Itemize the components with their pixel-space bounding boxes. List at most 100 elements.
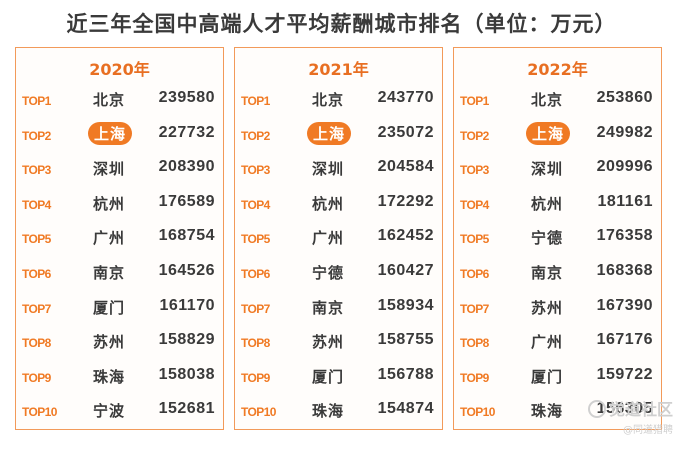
- city-name-highlighted: 上海: [88, 121, 133, 145]
- year-panel-2021: 2021年 TOP1 北京 243770 TOP2 上海 235072 TOP3 深圳 2045…: [234, 47, 443, 430]
- table-row: TOP9 厦门 156788: [235, 362, 442, 396]
- salary-value: 249982: [596, 123, 653, 141]
- city-name: 南京: [531, 264, 564, 282]
- salary-value: 158934: [377, 296, 434, 314]
- table-row: TOP4 杭州 176589: [16, 189, 223, 223]
- city-name: 杭州: [531, 194, 564, 213]
- city-name: 北京: [312, 91, 345, 109]
- rank-label: TOP7: [460, 301, 489, 316]
- salary-value: 204584: [377, 158, 434, 176]
- table-row: TOP10 宁波 152681: [16, 396, 223, 430]
- table-row: TOP3 深圳 209996: [454, 154, 661, 188]
- city-name: 厦门: [93, 298, 126, 317]
- rank-label: TOP7: [241, 301, 270, 316]
- table-row: TOP1 北京 243770: [235, 85, 442, 119]
- table-row: TOP8 苏州 158829: [16, 327, 223, 361]
- salary-value: 239580: [158, 89, 215, 106]
- salary-value: 208390: [158, 158, 215, 176]
- watermark-logo: 觉道社区: [587, 396, 673, 420]
- rank-label: TOP6: [22, 267, 51, 281]
- table-row: TOP7 厦门 161170: [16, 293, 223, 327]
- city-name: 南京: [93, 264, 126, 282]
- rank-label: TOP3: [460, 163, 489, 178]
- year-panel-2022: 2022年 TOP1 北京 253860 TOP2 上海 249982 TOP3 深圳 2099…: [453, 47, 662, 430]
- city-name: 厦门: [312, 367, 345, 386]
- salary-value: 156305: [596, 400, 653, 418]
- city-name-highlighted: 上海: [307, 121, 352, 145]
- rank-label: TOP1: [241, 94, 270, 108]
- salary-value: 235072: [377, 123, 434, 141]
- year-panel-2020: 2020年 TOP1 北京 239580 TOP2 上海 227732 TOP3 深圳 2083…: [15, 47, 224, 430]
- city-name: 珠海: [531, 402, 564, 421]
- panel-year: 2021年: [308, 60, 369, 79]
- city-name: 珠海: [93, 367, 126, 386]
- rank-label: TOP2: [241, 128, 270, 143]
- watermark-sub: @同道猎聘: [623, 425, 673, 436]
- rank-label: TOP9: [241, 370, 270, 385]
- city-name: 广州: [312, 229, 345, 248]
- city-name: 杭州: [93, 194, 126, 213]
- rank-label: TOP3: [22, 163, 51, 178]
- rank-label: TOP10: [460, 405, 495, 420]
- salary-value: 181161: [597, 192, 653, 210]
- salary-value: 159722: [596, 365, 653, 383]
- city-name: 苏州: [93, 333, 126, 352]
- salary-value: 167176: [596, 331, 653, 349]
- salary-value: 158755: [377, 331, 434, 349]
- rank-label: TOP8: [241, 336, 270, 351]
- table-row: TOP5 广州 162452: [235, 223, 442, 257]
- rank-label: TOP4: [460, 197, 489, 212]
- city-name: 苏州: [312, 333, 345, 352]
- rank-label: TOP8: [22, 336, 51, 351]
- table-row: TOP9 厦门 159722: [454, 362, 661, 396]
- city-name: 深圳: [93, 160, 126, 179]
- rank-label: TOP5: [460, 232, 489, 247]
- table-row: TOP9 珠海 158038: [16, 362, 223, 396]
- city-name: 厦门: [531, 367, 564, 386]
- table-row: TOP6 南京 164526: [16, 258, 223, 292]
- salary-value: 158038: [158, 365, 215, 383]
- table-row: TOP2 上海 249982: [454, 120, 661, 154]
- city-name: 广州: [93, 229, 126, 248]
- table-row: TOP10 珠海 156305: [454, 396, 661, 430]
- table-row: TOP6 宁德 160427: [235, 258, 442, 292]
- rank-label: TOP6: [460, 267, 489, 281]
- rank-label: TOP4: [241, 197, 270, 212]
- salary-value: 168754: [158, 227, 215, 245]
- city-name: 宁波: [93, 402, 126, 421]
- city-name-highlighted: 上海: [526, 121, 571, 145]
- rank-label: TOP10: [22, 405, 57, 420]
- salary-value: 176358: [596, 227, 653, 245]
- rank-label: TOP1: [460, 94, 489, 108]
- rank-label: TOP5: [241, 232, 270, 247]
- city-name: 珠海: [312, 402, 345, 421]
- salary-value: 161170: [159, 296, 215, 314]
- chart-title: 近三年全国中高端人才平均薪酬城市排名（单位：万元）: [66, 12, 617, 36]
- rank-label: TOP2: [22, 128, 51, 143]
- watermark: 觉道社区 @同道猎聘: [587, 396, 673, 436]
- table-row: TOP1 北京 239580: [16, 85, 223, 119]
- city-name: 苏州: [531, 298, 564, 317]
- table-row: TOP10 珠海 154874: [235, 396, 442, 430]
- table-row: TOP7 南京 158934: [235, 293, 442, 327]
- salary-value: 156788: [377, 365, 434, 383]
- rank-label: TOP2: [460, 128, 489, 143]
- table-row: TOP4 杭州 172292: [235, 189, 442, 223]
- table-row: TOP3 深圳 204584: [235, 154, 442, 188]
- rank-label: TOP8: [460, 336, 489, 351]
- salary-value: 253860: [596, 89, 653, 106]
- salary-value: 160427: [377, 262, 434, 279]
- table-row: TOP1 北京 253860: [454, 85, 661, 119]
- table-row: TOP5 宁德 176358: [454, 223, 661, 257]
- rank-label: TOP9: [460, 370, 489, 385]
- table-row: TOP4 杭州 181161: [454, 189, 661, 223]
- city-name: 杭州: [312, 194, 345, 213]
- table-row: TOP2 上海 235072: [235, 120, 442, 154]
- salary-value: 167390: [596, 296, 653, 314]
- salary-value: 158829: [158, 331, 215, 349]
- watermark-icon: [587, 400, 606, 418]
- salary-value: 227732: [158, 123, 215, 141]
- salary-value: 162452: [377, 227, 434, 245]
- rank-label: TOP9: [22, 370, 51, 385]
- rank-label: TOP10: [241, 405, 276, 420]
